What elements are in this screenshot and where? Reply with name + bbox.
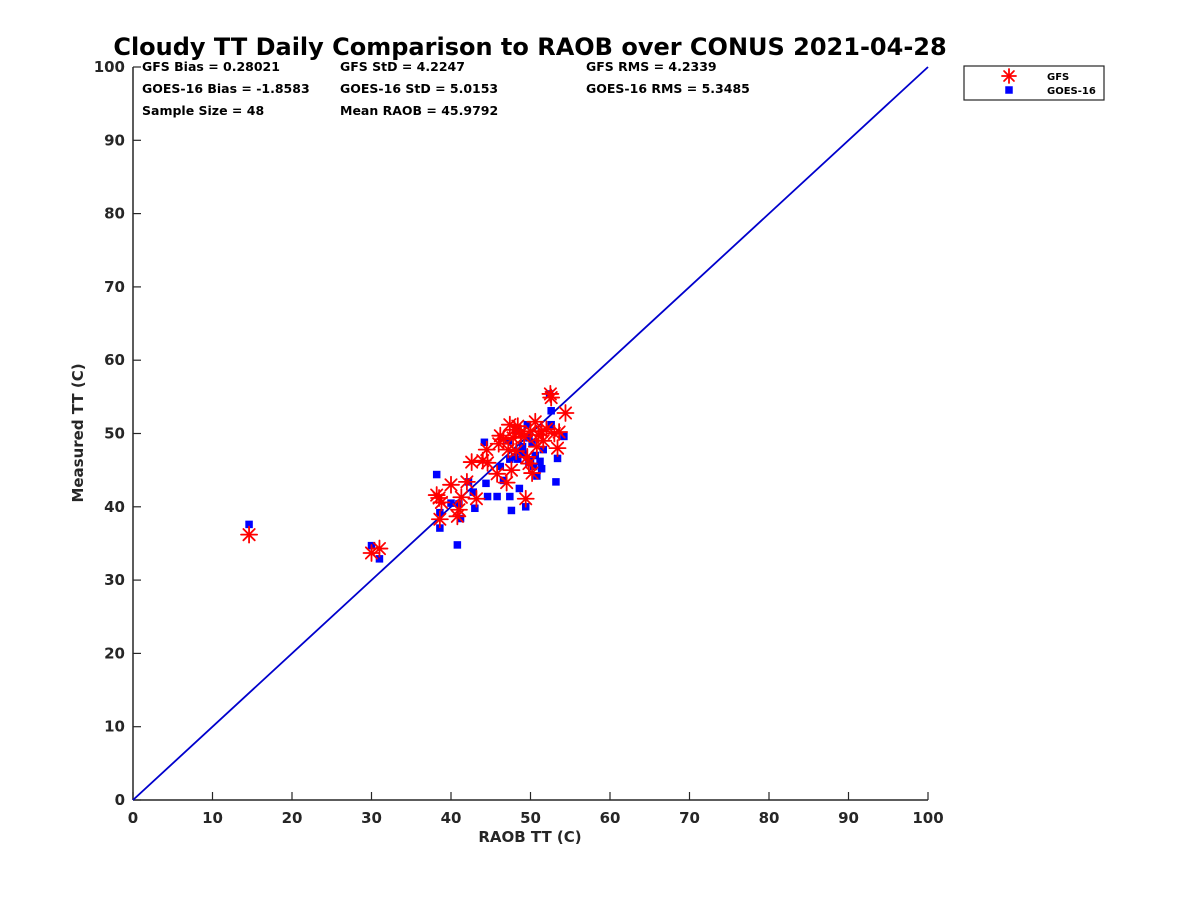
gfs-point [550, 423, 569, 441]
gfs-point [467, 489, 486, 508]
goes16-point [496, 462, 505, 471]
goes16-point [537, 464, 546, 473]
goes16-point [375, 555, 384, 563]
stat-annotation: GFS StD = 4.2247 [340, 59, 465, 74]
goes16-point [506, 455, 514, 463]
goes16-point [515, 484, 524, 493]
gfs-point [520, 454, 538, 473]
gfs-point [537, 420, 556, 439]
y-axis-label: Measured TT (C) [69, 363, 87, 502]
y-tick-label: 0 [115, 791, 125, 809]
gfs-point [556, 404, 575, 422]
goes16-point [531, 451, 540, 460]
x-tick-label: 20 [282, 809, 303, 827]
stat-annotation: GOES-16 RMS = 5.3485 [586, 81, 750, 96]
legend-items: GFS GOES-16 [1001, 68, 1096, 97]
y-tick-label: 100 [94, 58, 125, 76]
gfs-point [489, 434, 508, 453]
goes16-point [518, 442, 527, 451]
goes16-point [553, 454, 562, 463]
legend: GFS GOES-16 [963, 65, 1105, 101]
y-tick-label: 20 [104, 644, 125, 662]
goes16-point [453, 541, 462, 549]
goes16-point [525, 434, 533, 442]
gfs-point [497, 473, 516, 492]
legend-label: GFS [1047, 72, 1069, 83]
goes16-point [507, 506, 516, 515]
goes16-point [514, 455, 522, 463]
gfs-point [548, 439, 567, 458]
gfs-point [442, 475, 460, 494]
goes16-point [432, 470, 441, 479]
goes16-point [471, 504, 479, 513]
x-tick-label: 0 [128, 809, 138, 827]
x-tick-label: 60 [600, 809, 621, 827]
stat-annotation: Sample Size = 48 [142, 103, 264, 118]
gfs-point [526, 412, 545, 431]
goes16-point [482, 479, 490, 488]
stat-annotation: GFS Bias = 0.28021 [142, 59, 280, 74]
x-tick-label: 80 [759, 809, 780, 827]
legend-gfs-marker [1001, 68, 1017, 84]
goes16-point [483, 492, 492, 501]
goes16-point [469, 488, 478, 496]
y-tick-label: 50 [104, 425, 125, 443]
gfs-point [542, 388, 561, 407]
stat-annotation: GOES-16 StD = 5.0153 [340, 81, 498, 96]
gfs-point [502, 461, 521, 480]
y-tick-label: 60 [104, 351, 125, 369]
stats-annotations: GFS Bias = 0.28021 GFS StD = 4.2247 GFS RM… [142, 59, 750, 118]
x-tick-label: 100 [912, 809, 943, 827]
gfs-point [516, 489, 535, 508]
data-points [240, 385, 575, 563]
y-tick-label: 30 [104, 571, 125, 589]
y-tick-label: 90 [104, 131, 125, 149]
goes16-point [523, 420, 532, 429]
y-tick-label: 10 [104, 718, 125, 736]
goes16-point [245, 520, 253, 529]
goes16-point [547, 407, 555, 415]
x-tick-label: 50 [520, 809, 541, 827]
goes16-point [480, 438, 489, 447]
goes16-point [552, 478, 560, 486]
gfs-point [478, 453, 497, 472]
x-axis-label: RAOB TT (C) [478, 828, 581, 846]
gfs-point [450, 500, 468, 519]
chart-title: Cloudy TT Daily Comparison to RAOB over … [113, 33, 946, 61]
goes16-point [506, 492, 514, 501]
legend-label: GOES-16 [1047, 86, 1096, 97]
gfs-point [534, 431, 553, 450]
gfs-point [477, 440, 496, 459]
goes16-point [533, 472, 541, 480]
gfs-point [432, 493, 451, 512]
y-axis-ticks: 0 10 20 30 40 50 60 70 80 90 100 [94, 58, 141, 809]
goes16-point [493, 492, 501, 501]
x-tick-label: 70 [679, 809, 700, 827]
gfs-point [240, 525, 258, 544]
goes16-point [447, 499, 455, 507]
goes16-point [536, 457, 544, 466]
x-tick-label: 90 [838, 809, 859, 827]
gfs-point [504, 428, 522, 447]
stat-annotation: Mean RAOB = 45.9792 [340, 103, 498, 118]
x-tick-label: 10 [202, 809, 223, 827]
x-tick-label: 30 [361, 809, 382, 827]
gfs-point [370, 539, 389, 558]
legend-goes16-marker [1005, 86, 1013, 94]
y-tick-label: 70 [104, 278, 125, 296]
gfs-point [457, 472, 476, 491]
gfs-point [507, 442, 526, 460]
gfs-point [452, 488, 471, 507]
y-tick-label: 80 [104, 205, 125, 223]
legend-box [963, 65, 1105, 101]
gfs-point [430, 510, 449, 529]
gfs-point [462, 453, 481, 471]
stat-annotation: GOES-16 Bias = -1.8583 [142, 81, 310, 96]
y-tick-label: 40 [104, 498, 125, 516]
x-axis-ticks: 0 10 20 30 40 50 60 70 80 90 100 [128, 792, 944, 827]
goes16-point [529, 462, 538, 471]
x-tick-label: 40 [441, 809, 462, 827]
stat-annotation: GFS RMS = 4.2339 [586, 59, 717, 74]
